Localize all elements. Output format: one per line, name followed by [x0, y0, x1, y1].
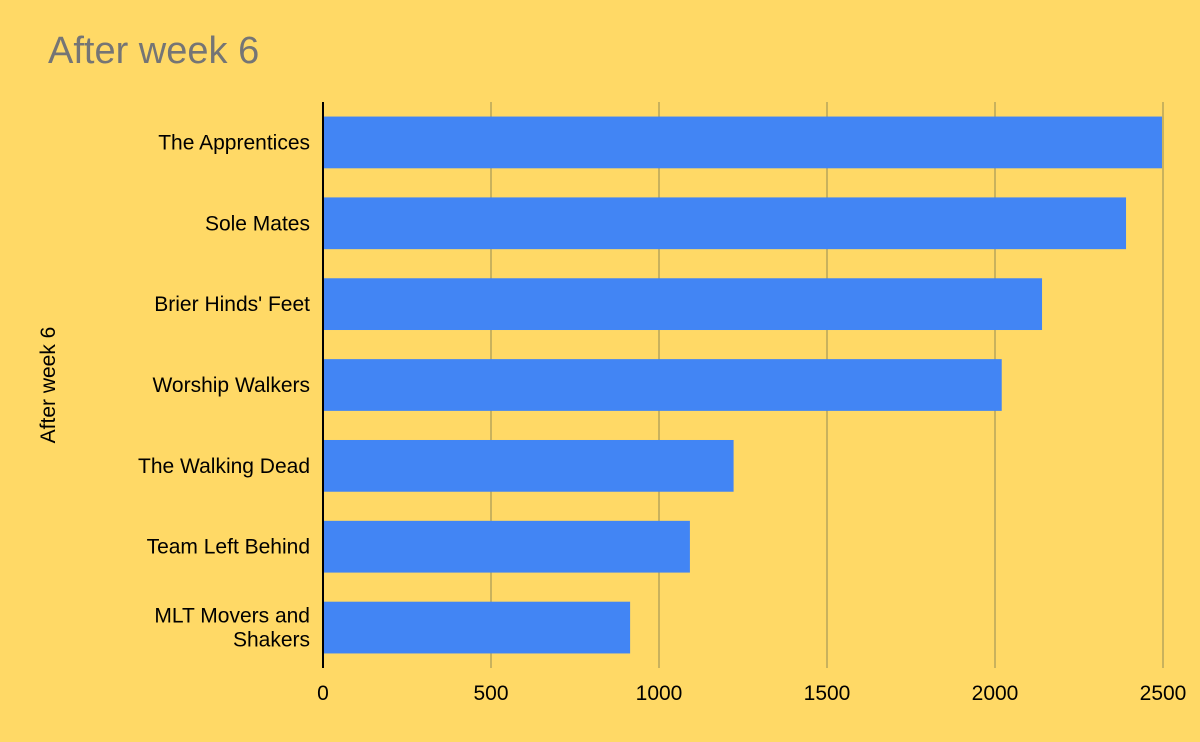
x-tick-label-2000: 2000	[972, 682, 1019, 705]
category-label-3: Worship Walkers	[152, 374, 310, 397]
bar-5	[323, 520, 690, 573]
category-label-0: The Apprentices	[158, 131, 310, 154]
x-tick-label-0: 0	[317, 682, 329, 705]
bar-3	[323, 359, 1002, 411]
bar-4	[323, 439, 734, 492]
bar-0	[323, 116, 1162, 169]
x-tick-label-2500: 2500	[1140, 682, 1187, 705]
category-label-1: Sole Mates	[205, 212, 310, 235]
x-tick-label-1500: 1500	[804, 682, 851, 705]
bar-6	[323, 601, 631, 654]
x-tick-label-500: 500	[473, 682, 508, 705]
bar-2	[323, 278, 1043, 331]
bar-1	[323, 197, 1127, 250]
category-label-6: MLT Movers and Shakers	[154, 605, 310, 652]
category-label-5: Team Left Behind	[147, 536, 310, 559]
chart-title: After week 6	[48, 30, 260, 72]
x-tick-label-1000: 1000	[636, 682, 683, 705]
y-axis-title: After week 6	[37, 327, 60, 444]
category-label-4: The Walking Dead	[138, 455, 310, 478]
category-label-2: Brier Hinds' Feet	[154, 293, 310, 316]
